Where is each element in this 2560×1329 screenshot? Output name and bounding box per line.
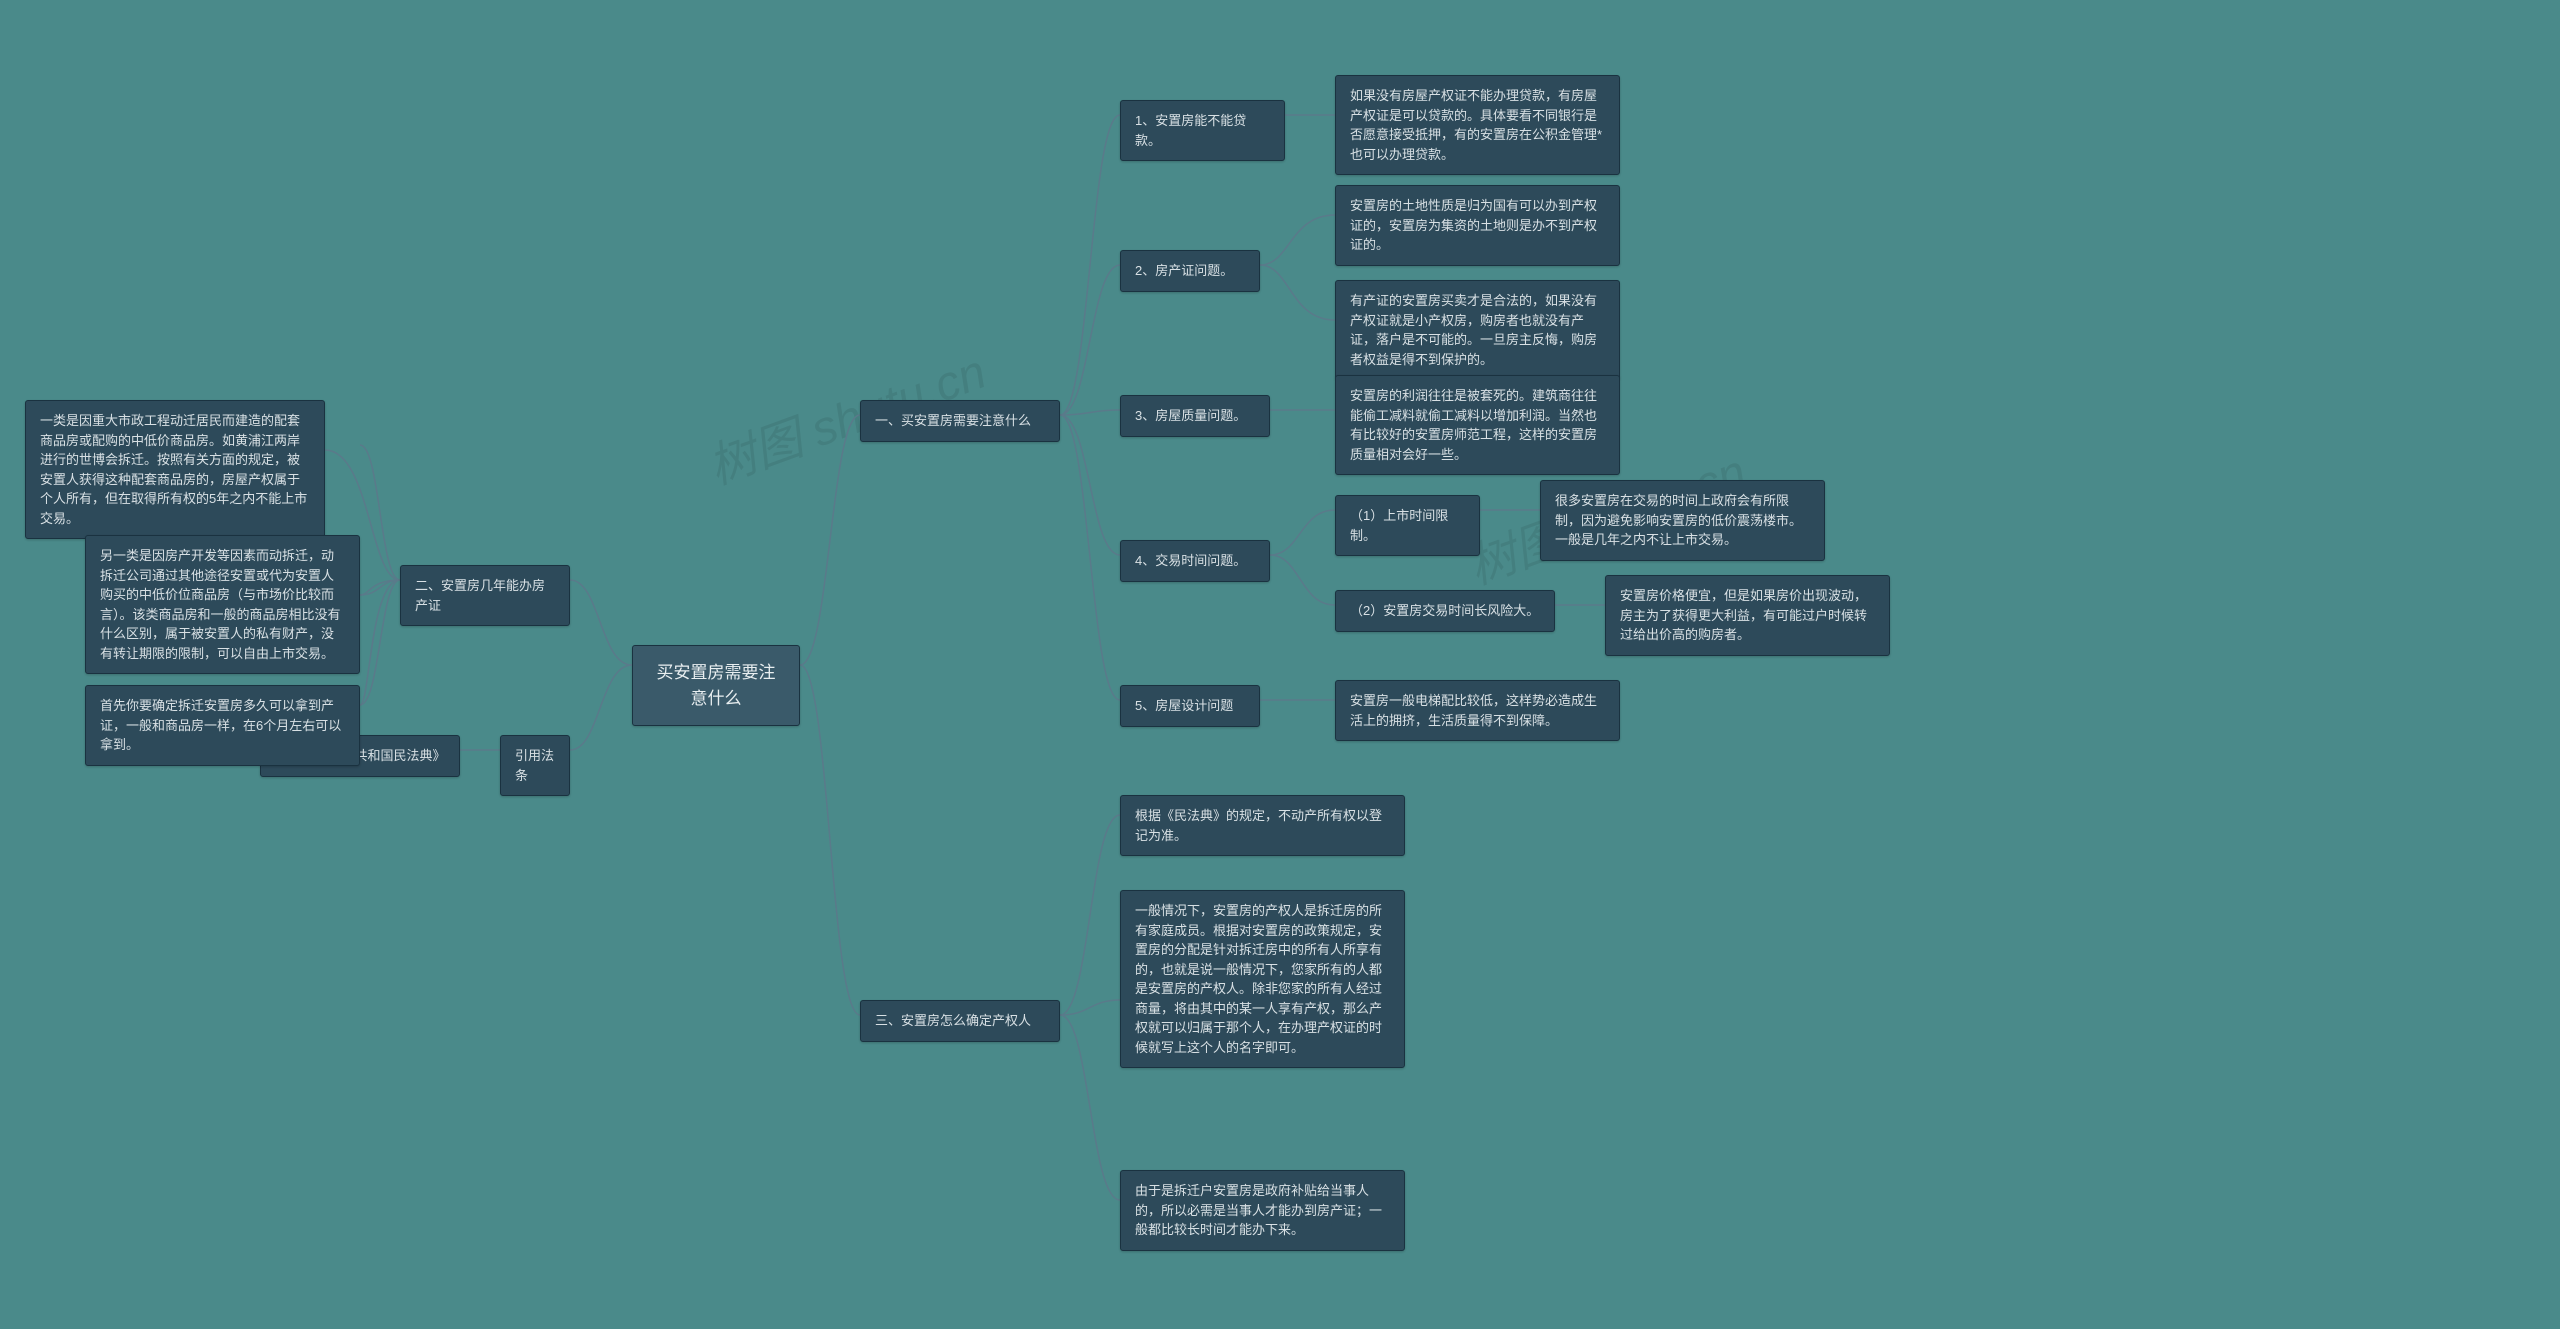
s1-n3-desc: 安置房的利润往往是被套死的。建筑商往往能偷工减料就偷工减料以增加利润。当然也有比… [1335, 375, 1620, 475]
s3-desc-a: 根据《民法典》的规定，不动产所有权以登记为准。 [1120, 795, 1405, 856]
s1-n3[interactable]: 3、房屋质量问题。 [1120, 395, 1270, 437]
edges-layer [0, 0, 2560, 1329]
s1-n4-sub-b[interactable]: （2）安置房交易时间长风险大。 [1335, 590, 1555, 632]
s2-desc-a: 一类是因重大市政工程动迁居民而建造的配套商品房或配购的中低价商品房。如黄浦江两岸… [25, 400, 325, 539]
section3-title[interactable]: 三、安置房怎么确定产权人 [860, 1000, 1060, 1042]
section2-title[interactable]: 二、安置房几年能办房产证 [400, 565, 570, 626]
s1-n4-sub-a[interactable]: （1）上市时间限制。 [1335, 495, 1480, 556]
s1-n4-sub-a-desc: 很多安置房在交易的时间上政府会有所限制，因为避免影响安置房的低价震荡楼市。一般是… [1540, 480, 1825, 561]
s1-n1[interactable]: 1、安置房能不能贷款。 [1120, 100, 1285, 161]
s2-desc-c: 首先你要确定拆迁安置房多久可以拿到产证，一般和商品房一样，在6个月左右可以拿到。 [85, 685, 360, 766]
s1-n4[interactable]: 4、交易时间问题。 [1120, 540, 1270, 582]
s3-desc-c: 由于是拆迁户安置房是政府补贴给当事人的，所以必需是当事人才能办到房产证；一般都比… [1120, 1170, 1405, 1251]
s1-n2-desc-b: 有产证的安置房买卖才是合法的，如果没有产权证就是小产权房，购房者也就没有产证，落… [1335, 280, 1620, 380]
s2-desc-b: 另一类是因房产开发等因素而动拆迁，动拆迁公司通过其他途径安置或代为安置人购买的中… [85, 535, 360, 674]
s1-n2[interactable]: 2、房产证问题。 [1120, 250, 1260, 292]
ref-title[interactable]: 引用法条 [500, 735, 570, 796]
section1-title[interactable]: 一、买安置房需要注意什么 [860, 400, 1060, 442]
s1-n5-desc: 安置房一般电梯配比较低，这样势必造成生活上的拥挤，生活质量得不到保障。 [1335, 680, 1620, 741]
root-node[interactable]: 买安置房需要注意什么 [632, 645, 800, 726]
s1-n4-sub-b-desc: 安置房价格便宜，但是如果房价出现波动，房主为了获得更大利益，有可能过户时候转过给… [1605, 575, 1890, 656]
s3-desc-b: 一般情况下，安置房的产权人是拆迁房的所有家庭成员。根据对安置房的政策规定，安置房… [1120, 890, 1405, 1068]
s1-n1-desc: 如果没有房屋产权证不能办理贷款，有房屋产权证是可以贷款的。具体要看不同银行是否愿… [1335, 75, 1620, 175]
s1-n5[interactable]: 5、房屋设计问题 [1120, 685, 1260, 727]
s1-n2-desc-a: 安置房的土地性质是归为国有可以办到产权证的，安置房为集资的土地则是办不到产权证的… [1335, 185, 1620, 266]
